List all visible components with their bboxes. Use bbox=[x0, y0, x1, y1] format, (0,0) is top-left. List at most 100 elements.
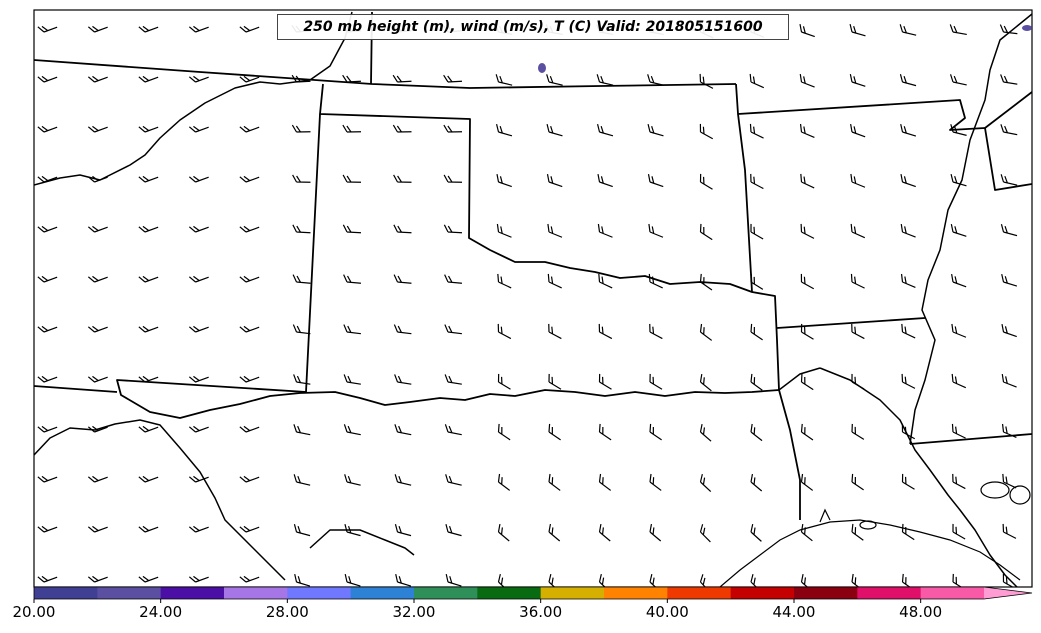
colorbar-tick-label: 40.00 bbox=[645, 603, 689, 621]
wind-barb bbox=[750, 473, 763, 492]
wind-barb bbox=[393, 174, 412, 183]
wind-barb bbox=[37, 175, 58, 183]
wind-barb bbox=[1002, 473, 1017, 489]
wind-barb bbox=[239, 25, 260, 33]
wind-barb bbox=[138, 525, 159, 533]
wind-barb bbox=[239, 125, 260, 133]
wind-barb bbox=[1001, 274, 1018, 287]
wind-barb bbox=[188, 475, 209, 483]
wind-barb bbox=[138, 375, 159, 383]
wind-barb bbox=[87, 425, 108, 433]
wind-barb bbox=[548, 473, 561, 491]
wind-barb bbox=[188, 75, 209, 83]
wind-barb bbox=[547, 273, 562, 289]
wind-barb bbox=[900, 273, 916, 289]
wind-barb bbox=[395, 574, 412, 587]
wind-barb bbox=[37, 275, 58, 283]
colorbar-segment bbox=[920, 587, 985, 599]
wind-barb bbox=[900, 223, 916, 238]
wind-barb bbox=[901, 373, 916, 389]
wind-barb bbox=[951, 323, 967, 338]
wind-barb bbox=[749, 73, 765, 89]
wind-barb bbox=[598, 423, 612, 441]
wind-barb bbox=[548, 523, 561, 542]
wind-barb bbox=[497, 273, 512, 289]
wind-barb bbox=[952, 523, 966, 540]
wind-barb bbox=[901, 573, 915, 587]
wind-barb bbox=[294, 574, 311, 587]
wind-barb bbox=[547, 223, 563, 238]
wind-barb bbox=[188, 425, 209, 433]
wind-barb bbox=[239, 525, 260, 533]
wind-barb bbox=[37, 375, 58, 383]
colorbar-segment bbox=[34, 587, 98, 599]
wind-barb bbox=[37, 125, 58, 133]
wind-barb bbox=[188, 125, 209, 133]
wind-barb bbox=[649, 523, 662, 542]
wind-barb bbox=[496, 223, 512, 238]
wind-barb bbox=[87, 225, 108, 233]
wind-barb bbox=[138, 75, 159, 83]
wind-barb bbox=[87, 375, 108, 383]
wind-barb bbox=[239, 575, 260, 583]
wind-barb bbox=[899, 74, 917, 87]
wind-barb bbox=[699, 524, 711, 543]
wind-barb bbox=[750, 223, 764, 240]
wind-barb bbox=[851, 523, 864, 541]
wind-barb bbox=[188, 575, 209, 583]
wind-barb bbox=[546, 74, 563, 86]
wind-barb bbox=[497, 423, 511, 441]
wind-barb bbox=[443, 124, 463, 133]
colorbar bbox=[33, 586, 1033, 603]
wind-barb bbox=[138, 475, 159, 483]
wind-barb bbox=[138, 175, 159, 183]
wind-barb bbox=[497, 523, 510, 542]
wind-barb bbox=[800, 273, 815, 290]
wind-barb bbox=[239, 325, 260, 333]
wind-barb bbox=[851, 573, 864, 587]
wind-barb bbox=[37, 425, 58, 433]
wind-barb bbox=[699, 223, 713, 241]
wind-barb bbox=[87, 175, 108, 183]
wind-barb bbox=[87, 75, 108, 83]
wind-barb bbox=[649, 473, 662, 491]
wind-barb bbox=[496, 173, 512, 188]
wind-barb bbox=[851, 323, 865, 340]
wind-barb bbox=[1000, 174, 1018, 186]
wind-barb bbox=[699, 423, 712, 442]
wind-barb bbox=[850, 173, 866, 188]
wind-barb bbox=[87, 325, 108, 333]
wind-barb bbox=[799, 73, 815, 88]
wind-barb bbox=[188, 175, 209, 183]
wind-barb bbox=[647, 124, 664, 137]
wind-barb bbox=[800, 373, 814, 391]
wind-barb bbox=[952, 473, 966, 490]
wind-barb bbox=[138, 425, 159, 433]
wind-barb bbox=[598, 523, 611, 542]
wind-barb bbox=[37, 575, 58, 583]
wind-barb bbox=[1002, 573, 1017, 587]
wind-barb bbox=[291, 74, 311, 83]
wind-barb bbox=[1001, 373, 1017, 388]
wind-barb bbox=[750, 373, 763, 391]
wind-barb bbox=[951, 373, 967, 389]
wind-barb bbox=[393, 224, 412, 234]
wind-barb bbox=[951, 273, 967, 288]
wind-barb bbox=[188, 325, 209, 333]
wind-barb bbox=[292, 274, 311, 284]
wind-barb bbox=[648, 223, 664, 238]
wind-barb bbox=[649, 323, 663, 340]
wind-barb bbox=[343, 424, 361, 436]
wind-barb bbox=[851, 423, 865, 440]
wind-barb bbox=[699, 123, 714, 140]
map-title: 250 mb height (m), wind (m/s), T (C) Val… bbox=[277, 14, 789, 40]
wind-barb bbox=[495, 74, 513, 86]
colorbar-tick-label: 20.00 bbox=[12, 603, 56, 621]
wind-barb bbox=[699, 574, 711, 587]
wind-barb bbox=[850, 223, 866, 239]
wind-barbs bbox=[37, 23, 1018, 587]
temperature-patch-north bbox=[538, 63, 546, 73]
wind-barb bbox=[800, 173, 815, 189]
wind-barb bbox=[343, 324, 361, 335]
wind-barb bbox=[291, 124, 311, 133]
